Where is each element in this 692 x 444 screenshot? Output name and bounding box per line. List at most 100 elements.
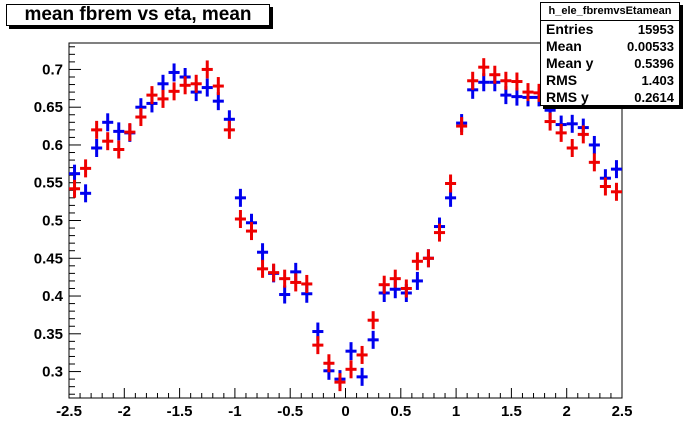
data-point [577, 125, 589, 144]
axes: -2.5 -2 -1.5 -1 -0.5 0 0.5 1 1.5 2 2.5 0.3 0.35 0.4 0.… [34, 46, 633, 420]
data-point [113, 122, 125, 141]
data-point [157, 89, 169, 108]
series-2 [69, 58, 622, 392]
data-point [478, 73, 490, 92]
stats-row-rms: RMS 1.403 [541, 72, 679, 89]
data-point [511, 87, 523, 106]
data-point [356, 345, 368, 364]
y-tick-label: 0.3 [42, 364, 63, 381]
data-point [588, 153, 600, 172]
data-point [312, 336, 324, 355]
data-point [80, 159, 92, 178]
data-point [610, 160, 622, 179]
data-point [201, 60, 213, 79]
data-point [69, 179, 81, 198]
stats-value: 0.5396 [634, 56, 674, 71]
data-point [268, 263, 280, 282]
y-tick-label: 0.4 [42, 288, 64, 305]
chart-title: mean fbrem vs eta, mean [6, 4, 270, 26]
data-point [511, 72, 523, 91]
stats-histogram-name: h_ele_fbremvsEtamean [541, 3, 679, 21]
data-point [445, 174, 457, 193]
data-point [234, 188, 246, 207]
data-point [113, 140, 125, 159]
stats-value: 0.00533 [627, 39, 674, 54]
x-tick-label: -1 [228, 403, 241, 420]
stats-value: 1.403 [641, 73, 674, 88]
y-tick-label: 0.55 [34, 175, 63, 192]
data-point [544, 112, 556, 131]
x-tick-label: -1.5 [167, 403, 193, 420]
stats-row-mean: Mean 0.00533 [541, 38, 679, 55]
x-tick-label: 0 [341, 403, 349, 420]
data-point [168, 63, 180, 82]
data-point [599, 177, 611, 196]
data-point [102, 132, 114, 151]
data-point [500, 71, 512, 90]
data-point [389, 269, 401, 288]
x-tick-label: 2.5 [612, 403, 633, 420]
stats-row-mean-y: Mean y 0.5396 [541, 55, 679, 72]
data-point [257, 243, 269, 262]
data-point [124, 123, 136, 142]
data-point [323, 354, 335, 373]
data-point [456, 117, 468, 136]
data-point [345, 360, 357, 379]
data-point [588, 135, 600, 154]
x-tick-label: -2 [118, 403, 131, 420]
y-tick-label: 0.6 [42, 137, 63, 154]
data-point [411, 271, 423, 290]
data-point [301, 274, 313, 293]
data-point [610, 182, 622, 201]
x-tick-label: -0.5 [277, 403, 303, 420]
data-point [212, 92, 224, 111]
data-point [69, 164, 81, 183]
plot-frame [68, 42, 623, 399]
data-point [91, 138, 103, 157]
y-tick-label: 0.65 [34, 99, 63, 116]
data-point [234, 209, 246, 228]
data-point [157, 74, 169, 93]
data-point [367, 311, 379, 330]
stats-label: RMS [546, 72, 578, 88]
data-points [69, 58, 622, 392]
stats-value: 0.2614 [634, 90, 674, 105]
data-point [467, 71, 479, 90]
data-point [135, 108, 147, 127]
data-point [245, 222, 258, 241]
data-point [212, 77, 224, 96]
stats-label: Entries [546, 21, 594, 37]
data-point [190, 74, 202, 93]
data-point [168, 82, 180, 101]
stats-row-rms-y: RMS y 0.2614 [541, 89, 679, 106]
data-point [201, 78, 213, 97]
data-point [566, 138, 578, 157]
data-point [489, 65, 501, 84]
y-tick-label: 0.7 [42, 61, 63, 78]
data-point [91, 120, 103, 139]
stats-row-entries: Entries 15953 [541, 21, 679, 38]
x-tick-label: 2 [563, 403, 571, 420]
x-tick-label: -2.5 [56, 403, 82, 420]
data-point [478, 58, 490, 77]
y-tick-label: 0.5 [42, 213, 63, 230]
data-point [279, 285, 291, 304]
data-point [555, 123, 567, 142]
x-tick-label: 1 [452, 403, 460, 420]
data-point [223, 120, 235, 139]
data-point [566, 114, 578, 133]
data-point [257, 259, 269, 278]
stats-box: h_ele_fbremvsEtamean Entries 15953 Mean … [540, 2, 680, 106]
data-point [356, 367, 368, 386]
stats-label: Mean y [546, 55, 594, 71]
data-point [400, 279, 412, 298]
data-point [179, 76, 191, 95]
data-point [367, 330, 379, 349]
data-point [422, 249, 434, 268]
data-point [522, 83, 534, 102]
data-point [80, 184, 92, 203]
x-tick-label: 1.5 [501, 403, 522, 420]
data-point [334, 373, 346, 392]
y-tick-label: 0.35 [34, 326, 63, 343]
data-point [290, 273, 302, 292]
